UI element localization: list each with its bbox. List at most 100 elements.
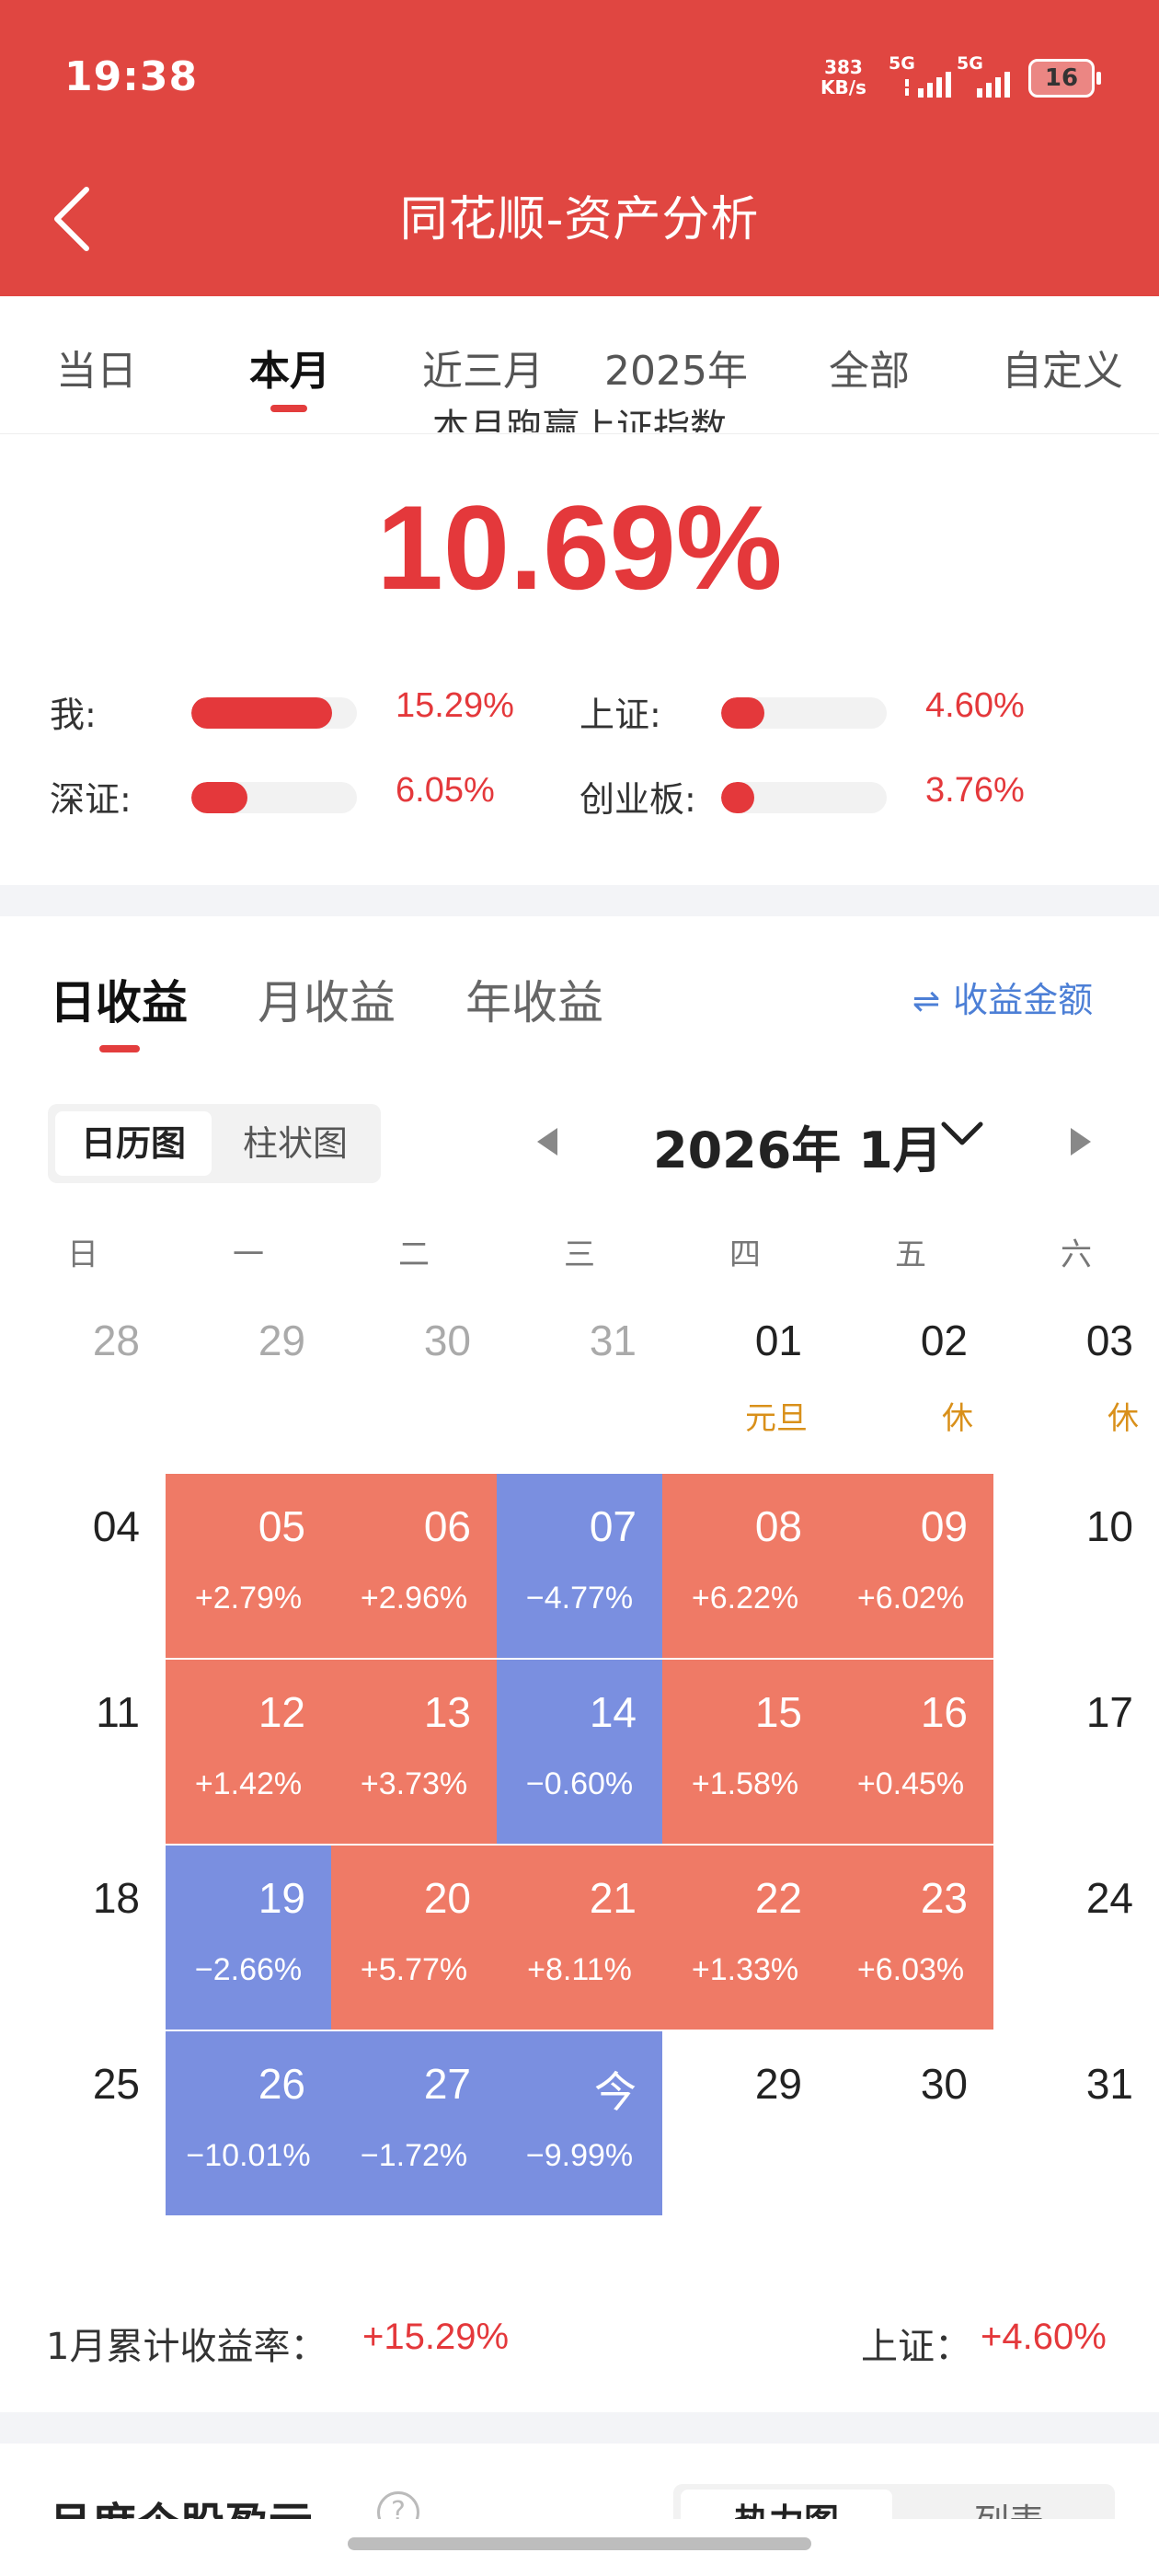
view-heatmap[interactable]: 热力图 bbox=[681, 2490, 892, 2519]
month-title[interactable]: 2026年 1月 bbox=[653, 1121, 943, 1179]
holiday-tag: 休 bbox=[1107, 1400, 1139, 1437]
calendar-day[interactable]: 21 +8.11% bbox=[497, 1846, 662, 2030]
view-bar-chart[interactable]: 柱状图 bbox=[242, 1123, 348, 1164]
calendar-day[interactable]: 30 bbox=[331, 1288, 497, 1472]
day-number: 25 bbox=[92, 2060, 140, 2108]
comparison-bar bbox=[191, 697, 357, 729]
calendar-day[interactable]: 08 +6.22% bbox=[662, 1474, 828, 1658]
calendar-day[interactable]: 17 bbox=[993, 1660, 1159, 1844]
calendar-day[interactable]: 06 +2.96% bbox=[331, 1474, 497, 1658]
tab-today[interactable]: 当日 bbox=[56, 348, 137, 395]
comparison-label: 我: bbox=[50, 695, 97, 735]
calendar-day[interactable]: 23 +6.03% bbox=[828, 1846, 993, 2030]
day-number: 16 bbox=[920, 1688, 968, 1736]
calendar-day[interactable]: 16 +0.45% bbox=[828, 1660, 993, 1844]
tab-daily-earnings[interactable]: 日收益 bbox=[50, 976, 188, 1029]
calendar-day[interactable]: 24 bbox=[993, 1846, 1159, 2030]
calendar-day[interactable]: 01 元旦 bbox=[662, 1288, 828, 1472]
calendar-day[interactable]: 12 +1.42% bbox=[166, 1660, 331, 1844]
back-arrow-icon[interactable] bbox=[48, 182, 103, 256]
day-number: 19 bbox=[258, 1874, 305, 1922]
day-return: −9.99% bbox=[525, 2138, 634, 2173]
calendar-day[interactable]: 05 +2.79% bbox=[166, 1474, 331, 1658]
comparison-value: 3.76% bbox=[925, 771, 1025, 810]
tab-2025[interactable]: 2025年 bbox=[604, 348, 748, 395]
tab-custom[interactable]: 自定义 bbox=[1002, 348, 1123, 395]
day-number: 30 bbox=[423, 1317, 471, 1364]
calendar-day[interactable]: 07 −4.77% bbox=[497, 1474, 662, 1658]
tab-all[interactable]: 全部 bbox=[829, 348, 910, 395]
calendar-day[interactable]: 31 bbox=[497, 1288, 662, 1472]
calendar-day[interactable]: 26 −10.01% bbox=[166, 2031, 331, 2215]
comparison-label: 深证: bbox=[50, 779, 132, 820]
tab-this-month[interactable]: 本月 bbox=[249, 348, 330, 395]
comparison-bar bbox=[721, 782, 887, 813]
calendar-day[interactable]: 20 +5.77% bbox=[331, 1846, 497, 2030]
day-return: +0.45% bbox=[856, 1766, 965, 1801]
calendar-day[interactable]: 29 bbox=[662, 2031, 828, 2215]
tab-three-months[interactable]: 近三月 bbox=[422, 348, 544, 395]
calendar-day[interactable]: 18 bbox=[0, 1846, 166, 2030]
swap-icon: ⇌ bbox=[912, 983, 941, 1020]
day-number: 31 bbox=[1085, 2060, 1133, 2108]
calendar-day[interactable]: 02 休 bbox=[828, 1288, 993, 1472]
day-number: 11 bbox=[96, 1688, 140, 1736]
chevron-down-icon[interactable] bbox=[938, 1115, 986, 1152]
comparison-label: 创业板: bbox=[580, 779, 696, 820]
day-return: +2.96% bbox=[360, 1581, 468, 1616]
weekday-fri: 五 bbox=[895, 1236, 926, 1273]
view-calendar[interactable]: 日历图 bbox=[55, 1111, 212, 1176]
app-header: 19:38 383 KB/s 5G 5G bbox=[0, 0, 1159, 296]
view-switch: 日历图 柱状图 bbox=[48, 1104, 381, 1183]
day-return: +1.42% bbox=[194, 1766, 303, 1801]
section-divider bbox=[0, 2412, 1159, 2444]
day-number: 28 bbox=[92, 1317, 140, 1364]
comparison-value: 4.60% bbox=[925, 686, 1025, 725]
calendar-day[interactable]: 03 休 bbox=[993, 1288, 1159, 1472]
day-return: +5.77% bbox=[360, 1952, 468, 1987]
section-divider bbox=[0, 885, 1159, 916]
signal-type-2: 5G bbox=[957, 53, 983, 74]
view-list[interactable]: 列表 bbox=[903, 2490, 1115, 2519]
calendar-day[interactable]: 31 bbox=[993, 2031, 1159, 2215]
comparison-fill bbox=[721, 697, 764, 729]
comparison-chinext: 创业板: 3.76% bbox=[580, 771, 1058, 820]
calendar-day[interactable]: 29 bbox=[166, 1288, 331, 1472]
earnings-tab-indicator bbox=[99, 1045, 140, 1052]
amount-toggle[interactable]: ⇌ 收益金额 bbox=[912, 972, 1093, 1022]
calendar-day[interactable]: 27 −1.72% bbox=[331, 2031, 497, 2215]
tab-yearly-earnings[interactable]: 年收益 bbox=[465, 976, 603, 1029]
home-indicator[interactable] bbox=[348, 2537, 811, 2550]
day-number: 06 bbox=[423, 1502, 471, 1550]
day-number: 09 bbox=[920, 1502, 968, 1550]
tab-monthly-earnings[interactable]: 月收益 bbox=[258, 976, 396, 1029]
calendar-day[interactable]: 25 bbox=[0, 2031, 166, 2215]
calendar-day[interactable]: 14 −0.60% bbox=[497, 1660, 662, 1844]
index-value: +4.60% bbox=[981, 2317, 1107, 2357]
calendar-day[interactable]: 13 +3.73% bbox=[331, 1660, 497, 1844]
next-month-icon[interactable] bbox=[1071, 1128, 1091, 1156]
calendar-day[interactable]: 30 bbox=[828, 2031, 993, 2215]
help-icon[interactable]: ? bbox=[377, 2491, 419, 2519]
calendar-day[interactable]: 今 −9.99% bbox=[497, 2031, 662, 2215]
comparison-bar bbox=[721, 697, 887, 729]
calendar-day[interactable]: 09 +6.02% bbox=[828, 1474, 993, 1658]
prev-month-icon[interactable] bbox=[537, 1128, 557, 1156]
calendar-day[interactable]: 11 bbox=[0, 1660, 166, 1844]
day-number: 03 bbox=[1085, 1317, 1133, 1364]
day-number: 10 bbox=[1085, 1502, 1133, 1550]
day-number: 04 bbox=[92, 1502, 140, 1550]
day-number: 27 bbox=[423, 2060, 471, 2108]
calendar-day[interactable]: 10 bbox=[993, 1474, 1159, 1658]
calendar-day[interactable]: 15 +1.58% bbox=[662, 1660, 828, 1844]
calendar-day[interactable]: 04 bbox=[0, 1474, 166, 1658]
calendar-day[interactable]: 19 −2.66% bbox=[166, 1846, 331, 2030]
heatmap-list-switch: 热力图 列表 bbox=[673, 2484, 1115, 2519]
net-speed-value: 383 bbox=[824, 56, 863, 78]
calendar-day[interactable]: 28 bbox=[0, 1288, 166, 1472]
day-number: 29 bbox=[754, 2060, 802, 2108]
amount-toggle-label: 收益金额 bbox=[953, 980, 1094, 1020]
weekday-tue: 二 bbox=[398, 1236, 430, 1273]
calendar-day[interactable]: 22 +1.33% bbox=[662, 1846, 828, 2030]
day-return: −0.60% bbox=[525, 1766, 634, 1801]
